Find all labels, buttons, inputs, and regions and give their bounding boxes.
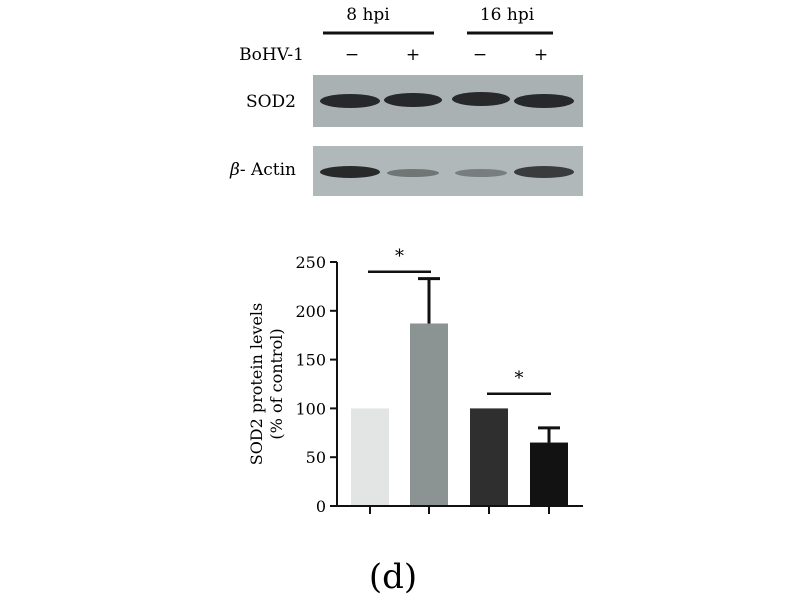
sod2-band-2 xyxy=(384,93,442,107)
sod2-row-label: SOD2 xyxy=(246,92,296,112)
y-tick-label-100: 100 xyxy=(295,399,326,418)
significance-star-2: * xyxy=(515,368,524,389)
blot-strip-sod2 xyxy=(313,75,583,127)
actin-label-rest: - Actin xyxy=(240,160,296,180)
treatment-sign-2: + xyxy=(406,45,420,65)
actin-band-1 xyxy=(320,166,380,178)
sod2-band-3 xyxy=(452,92,510,106)
blot-header: 8 hpi 16 hpi BoHV-1 − + − + xyxy=(239,5,553,65)
infection-row-label: BoHV-1 xyxy=(239,45,304,65)
actin-row-label: β- Actin xyxy=(229,160,296,180)
treatment-sign-4: + xyxy=(534,45,548,65)
y-axis-label-line2: (% of control) xyxy=(267,328,286,439)
treatment-sign-1: − xyxy=(345,45,359,65)
y-tick-label-150: 150 xyxy=(295,351,326,370)
y-tick-label-250: 250 xyxy=(295,253,326,272)
bar-3 xyxy=(470,408,508,506)
y-tick-label-0: 0 xyxy=(316,497,326,516)
time-group-label-8hpi: 8 hpi xyxy=(346,5,390,25)
time-group-label-16hpi: 16 hpi xyxy=(480,5,535,25)
blot-strip-actin xyxy=(313,146,583,196)
treatment-sign-3: − xyxy=(473,45,487,65)
sod2-band-1 xyxy=(320,94,380,108)
significance-star-1: * xyxy=(395,246,404,267)
y-tick-label-200: 200 xyxy=(295,302,326,321)
actin-band-2 xyxy=(387,169,439,177)
actin-beta-symbol: β xyxy=(229,160,240,180)
sod2-band-4 xyxy=(514,94,574,108)
y-axis-label-line1: SOD2 protein levels xyxy=(247,303,266,466)
y-tick-label-50: 50 xyxy=(306,448,326,467)
bar-1 xyxy=(351,408,389,506)
actin-band-4 xyxy=(514,166,574,178)
bar-chart: 0 50 100 150 200 250 SOD2 protein levels (% of … xyxy=(247,246,583,516)
panel-label: (d) xyxy=(369,557,417,597)
actin-band-3 xyxy=(455,169,507,177)
bar-4 xyxy=(530,442,568,506)
bar-2 xyxy=(410,323,448,506)
